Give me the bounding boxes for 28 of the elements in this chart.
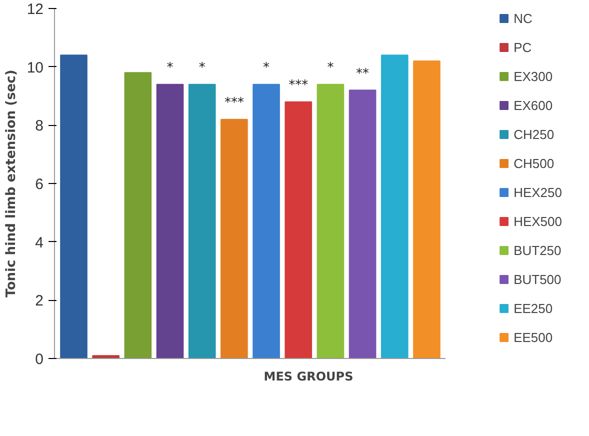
data-label: *: [198, 60, 206, 76]
legend-label: BUT250: [514, 242, 562, 260]
y-tick-label: 6: [35, 176, 44, 193]
legend-label: EX300: [514, 68, 553, 86]
legend-label: EE250: [514, 300, 553, 318]
legend-label: HEX500: [514, 212, 562, 230]
data-label: *: [166, 60, 174, 76]
legend-label: EE500: [514, 328, 553, 346]
legend-label: CH250: [514, 126, 554, 144]
legend-label: PC: [514, 38, 533, 56]
y-axis-title: Tonic hind limb extension (sec): [4, 70, 19, 298]
data-label: ***: [224, 96, 244, 111]
legend-label: NC: [514, 10, 534, 28]
data-label: *: [263, 60, 270, 76]
y-tick-label: 0: [35, 351, 44, 368]
legend-label: HEX250: [514, 184, 562, 202]
y-tick-label: 12: [26, 1, 44, 18]
legend-label: CH500: [514, 154, 554, 172]
y-tick-label: 8: [35, 118, 44, 135]
y-tick-label: 2: [35, 292, 44, 310]
y-tick-label: 10: [26, 59, 44, 76]
y-tick-label: 4: [35, 234, 44, 252]
data-label: *: [327, 60, 334, 76]
data-label: **: [356, 66, 370, 82]
legend-label: BUT500: [514, 270, 562, 288]
data-label: ***: [288, 78, 309, 94]
x-axis-title: MES GROUPS: [264, 370, 354, 384]
legend-label: EX600: [514, 96, 553, 114]
